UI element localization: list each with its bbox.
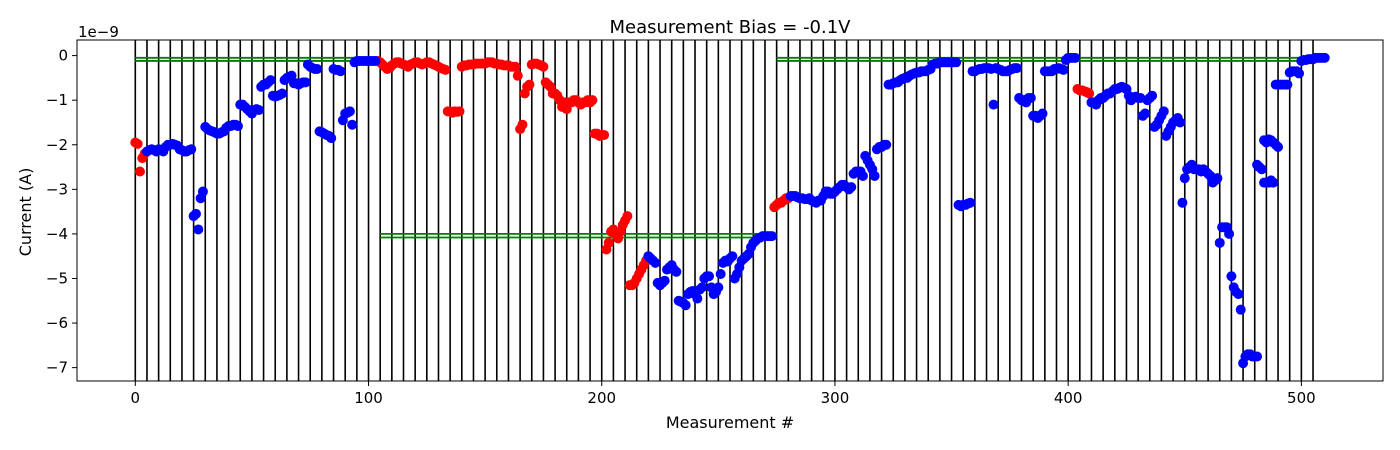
data-point bbox=[988, 99, 999, 110]
y-axis-ticks: 0 −1 −2 −3 −4 −5 −6 −7 bbox=[46, 47, 77, 377]
data-point bbox=[517, 119, 528, 130]
data-point bbox=[1282, 79, 1293, 90]
data-point bbox=[1177, 197, 1188, 208]
data-point bbox=[1058, 64, 1069, 75]
data-point bbox=[524, 79, 535, 90]
data-point bbox=[1179, 173, 1190, 184]
plot-frame bbox=[76, 39, 1384, 382]
data-point bbox=[1226, 271, 1237, 282]
data-point bbox=[713, 282, 724, 293]
data-point bbox=[704, 271, 715, 282]
data-point bbox=[510, 61, 521, 72]
data-point bbox=[1212, 173, 1223, 184]
data-point bbox=[680, 300, 691, 311]
data-point bbox=[869, 170, 880, 181]
data-point bbox=[335, 66, 346, 77]
data-point bbox=[1175, 117, 1186, 128]
data-point bbox=[300, 77, 311, 88]
y-tick-label: −5 bbox=[46, 269, 68, 287]
data-point bbox=[766, 231, 777, 242]
data-points bbox=[130, 52, 1330, 369]
data-point bbox=[193, 224, 204, 235]
reference-lines bbox=[135, 56, 1314, 239]
data-point bbox=[454, 106, 465, 117]
data-point bbox=[1158, 106, 1169, 117]
x-tick-label: 100 bbox=[354, 389, 383, 407]
data-point bbox=[1233, 289, 1244, 300]
chart-title: Measurement Bias = -0.1V bbox=[609, 17, 851, 38]
y-axis-label: Current (A) bbox=[16, 168, 35, 257]
x-tick-label: 500 bbox=[1287, 389, 1316, 407]
data-point bbox=[587, 95, 598, 106]
data-point bbox=[697, 282, 708, 293]
x-tick-label: 0 bbox=[131, 389, 141, 407]
data-point bbox=[132, 138, 143, 149]
data-point bbox=[1070, 52, 1081, 63]
data-point bbox=[190, 208, 201, 219]
data-point bbox=[232, 121, 243, 132]
data-point bbox=[312, 63, 323, 74]
y-tick-label: −4 bbox=[46, 225, 68, 243]
data-point bbox=[344, 106, 355, 117]
data-point bbox=[951, 57, 962, 68]
data-point bbox=[1037, 108, 1048, 119]
x-axis-label: Measurement # bbox=[666, 413, 794, 432]
data-point bbox=[1084, 88, 1095, 99]
data-point bbox=[326, 133, 337, 144]
x-tick-label: 300 bbox=[821, 389, 850, 407]
data-point bbox=[603, 237, 614, 248]
data-point bbox=[1011, 63, 1022, 74]
y-tick-label: 0 bbox=[58, 47, 68, 65]
data-point bbox=[1224, 228, 1235, 239]
data-point bbox=[881, 139, 892, 150]
data-point bbox=[286, 70, 297, 81]
data-point bbox=[599, 129, 610, 140]
x-tick-label: 200 bbox=[587, 389, 616, 407]
y-tick-label: −6 bbox=[46, 314, 68, 332]
x-tick-label: 400 bbox=[1054, 389, 1083, 407]
data-point bbox=[650, 257, 661, 268]
data-point bbox=[1319, 52, 1330, 63]
data-point bbox=[197, 186, 208, 197]
vertical-lines bbox=[134, 40, 1314, 381]
data-point bbox=[1273, 141, 1284, 152]
x-axis-ticks: 0 100 200 300 400 500 bbox=[131, 381, 1316, 407]
data-point bbox=[1252, 351, 1263, 362]
y-tick-label: −3 bbox=[46, 180, 68, 198]
data-point bbox=[846, 182, 857, 193]
data-point bbox=[1025, 92, 1036, 103]
data-point bbox=[622, 211, 633, 222]
data-point bbox=[857, 170, 868, 181]
y-tick-label: −7 bbox=[46, 359, 68, 377]
data-point bbox=[253, 104, 264, 115]
data-point bbox=[1140, 108, 1151, 119]
data-point bbox=[1235, 304, 1246, 315]
data-point bbox=[1294, 68, 1305, 79]
data-point bbox=[440, 64, 451, 75]
data-point bbox=[692, 293, 703, 304]
data-point bbox=[1214, 237, 1225, 248]
data-point bbox=[277, 88, 288, 99]
data-point bbox=[512, 70, 523, 81]
data-point bbox=[1147, 90, 1158, 101]
data-point bbox=[370, 55, 381, 66]
data-point bbox=[659, 275, 670, 286]
y-tick-label: −1 bbox=[46, 91, 68, 109]
data-point bbox=[134, 166, 145, 177]
data-point bbox=[727, 251, 738, 262]
data-point bbox=[715, 269, 726, 280]
data-point bbox=[347, 119, 358, 130]
data-point bbox=[186, 144, 197, 155]
data-point bbox=[538, 61, 549, 72]
data-point bbox=[965, 197, 976, 208]
y-tick-label: −2 bbox=[46, 136, 68, 154]
data-point bbox=[1256, 164, 1267, 175]
data-point bbox=[1268, 177, 1279, 188]
y-offset-label: 1e−9 bbox=[78, 23, 119, 41]
data-point bbox=[671, 266, 682, 277]
data-point bbox=[265, 75, 276, 86]
